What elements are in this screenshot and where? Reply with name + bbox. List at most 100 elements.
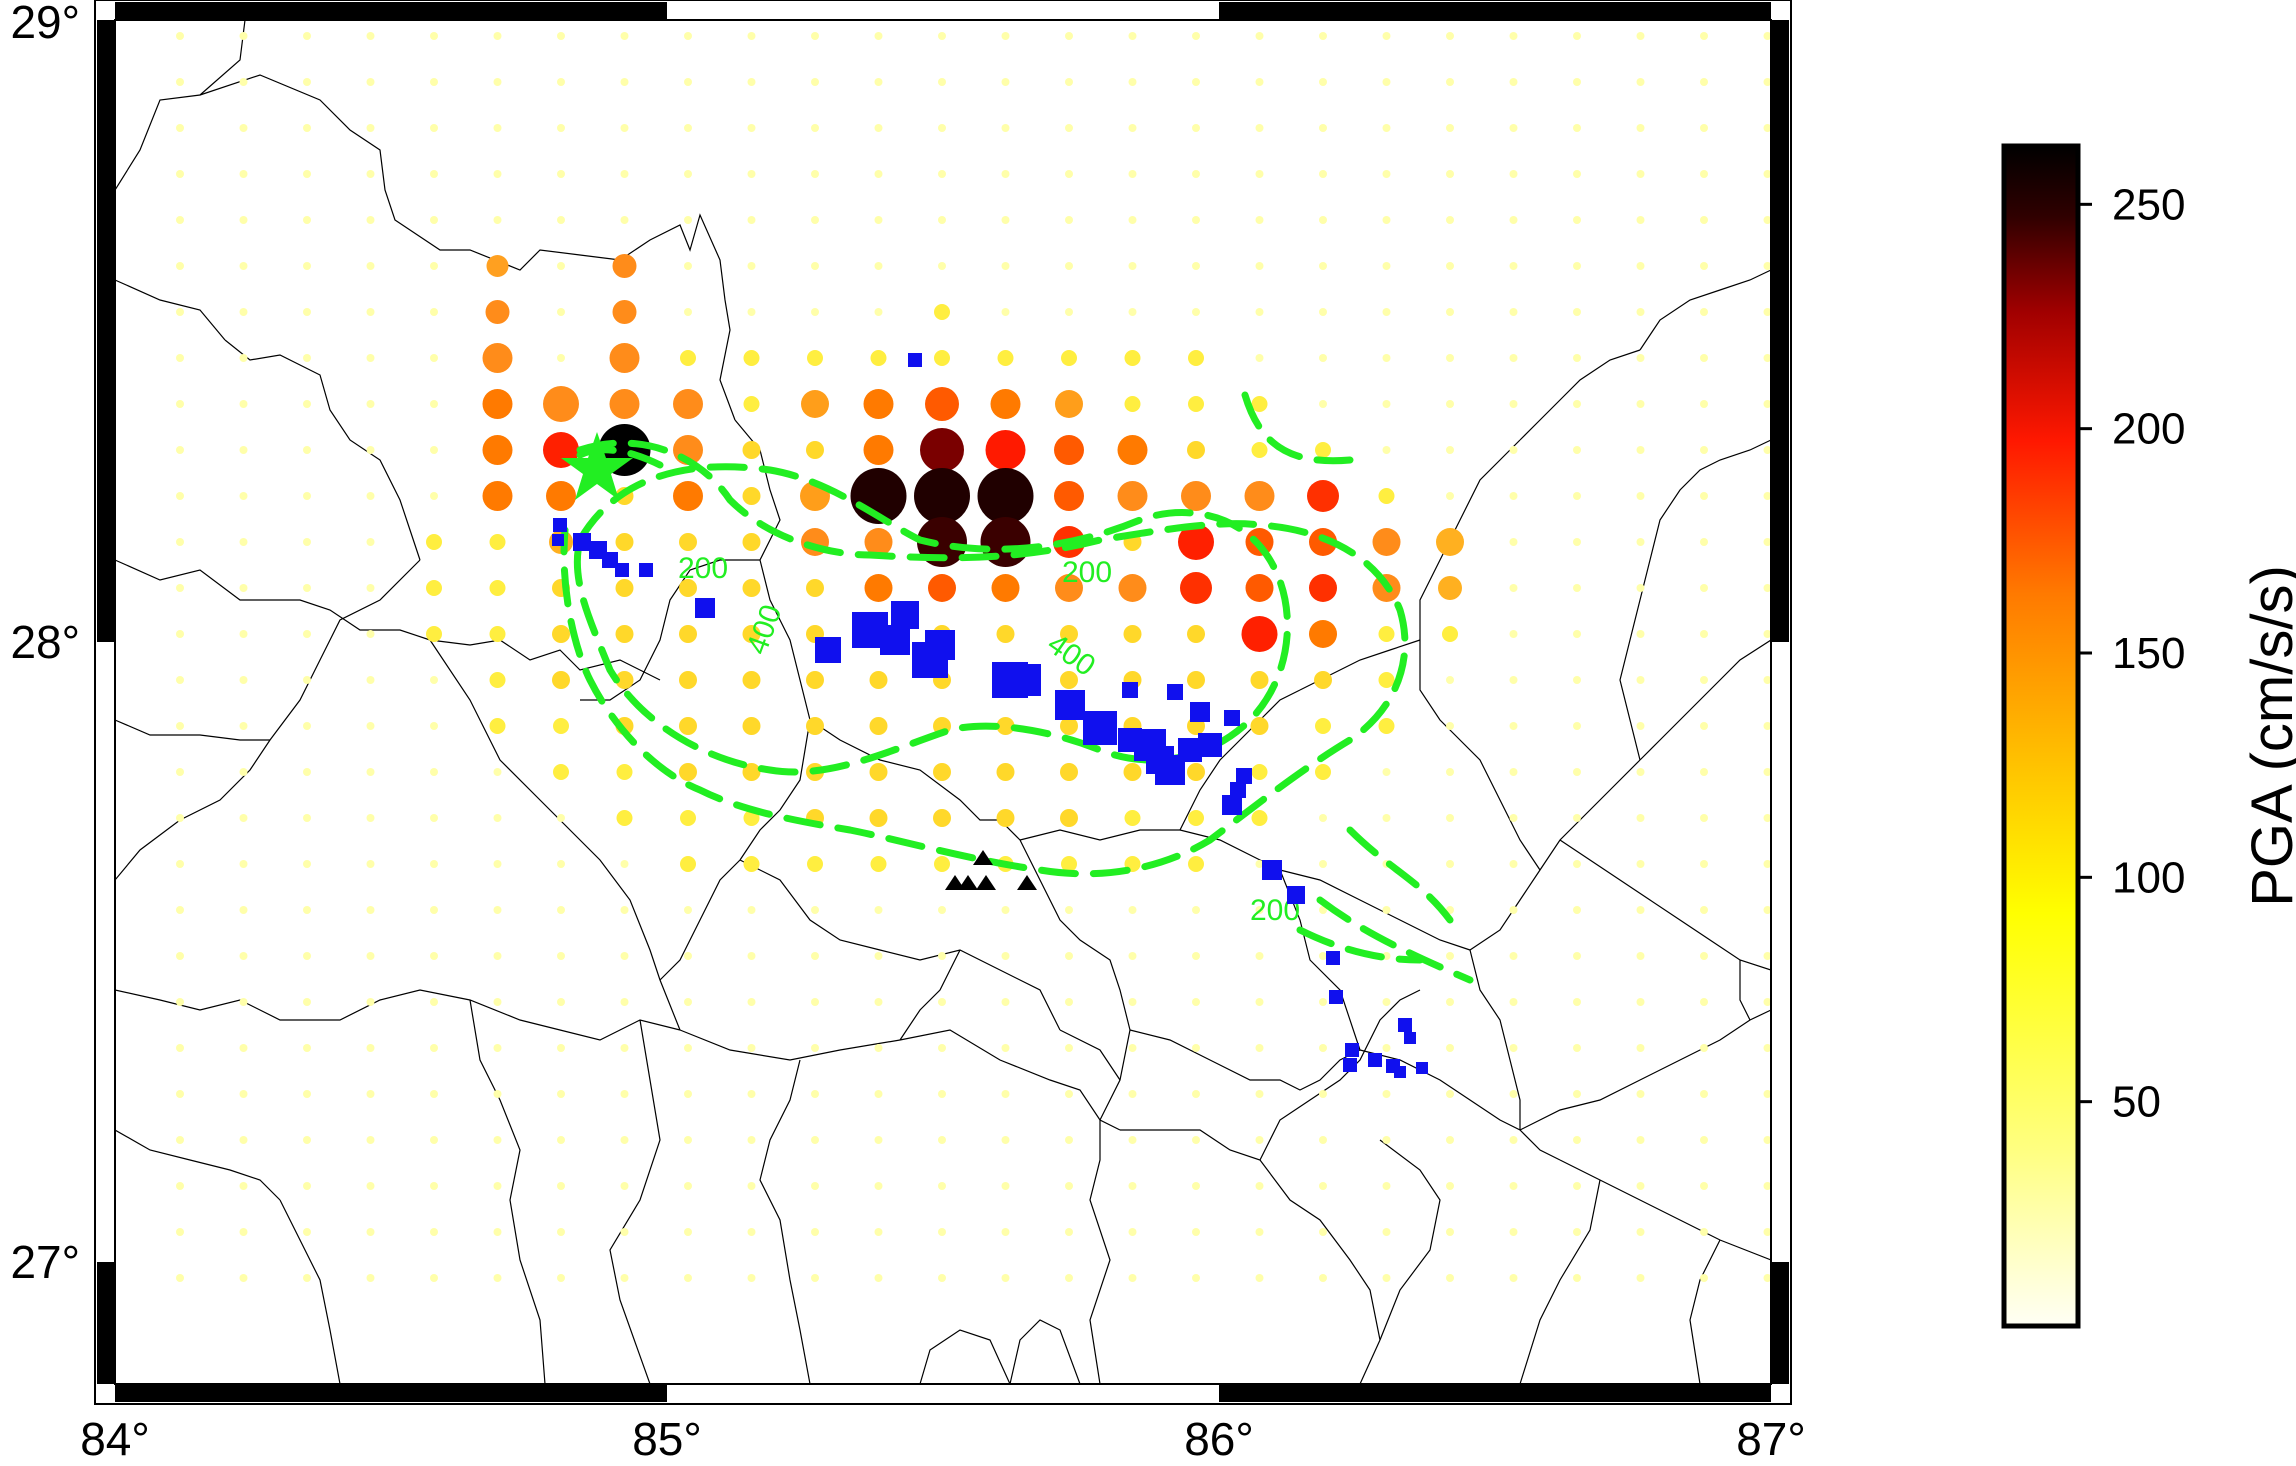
pga-point [874, 998, 883, 1006]
pga-point [1763, 952, 1771, 960]
pga-point [493, 1228, 502, 1236]
pga-point [1636, 400, 1645, 408]
pga-point [493, 1044, 502, 1052]
pga-point [1188, 396, 1204, 412]
pga-point [1636, 124, 1645, 132]
lon-tick-label: 87° [1736, 1413, 1806, 1465]
pga-point [1700, 722, 1708, 730]
pga-point [1128, 1090, 1137, 1098]
pga-point [239, 308, 248, 316]
pga-point [811, 998, 819, 1006]
pga-point [366, 538, 375, 546]
pga-point [938, 124, 946, 132]
pga-point [1700, 998, 1708, 1006]
pga-point [1509, 998, 1518, 1006]
pga-point [1382, 1136, 1391, 1144]
pga-point [620, 170, 629, 178]
pga-point [176, 216, 184, 224]
triangle-icon [973, 850, 993, 865]
pga-point [1065, 1136, 1073, 1144]
pga-point [1187, 763, 1205, 781]
pga-point [1382, 768, 1391, 776]
pga-point [1763, 400, 1771, 408]
pga-point [684, 262, 692, 270]
pga-point [557, 860, 565, 868]
pga-point [747, 1228, 756, 1236]
pga-point [303, 124, 311, 132]
pga-point [679, 579, 697, 597]
square-icon [1326, 951, 1340, 965]
pga-point [1446, 1274, 1454, 1282]
pga-point [1255, 860, 1264, 868]
pga-point [742, 671, 761, 689]
pga-point [303, 492, 311, 500]
pga-point [684, 1228, 692, 1236]
pga-point [493, 952, 502, 960]
pga-point [684, 998, 692, 1006]
contour-line [560, 439, 1409, 878]
pga-point [1192, 906, 1200, 914]
pga-point [239, 1228, 248, 1236]
pga-point [1763, 538, 1771, 546]
pga-point [684, 124, 692, 132]
pga-point [557, 170, 565, 178]
pga-point [1382, 78, 1391, 86]
pga-point [747, 998, 756, 1006]
pga-point [1700, 1228, 1708, 1236]
pga-point [1382, 216, 1391, 224]
pga-point [366, 1044, 375, 1052]
pga-point [680, 810, 696, 826]
pga-point [1001, 1182, 1010, 1190]
border-line [224, 339, 421, 561]
pga-point [1319, 998, 1327, 1006]
pga-point [493, 170, 502, 178]
pga-point [615, 625, 634, 643]
pga-point [482, 343, 513, 373]
pga-point [1509, 262, 1518, 270]
pga-point [996, 625, 1015, 643]
border-line [1379, 1139, 1441, 1341]
pga-point [1636, 1182, 1645, 1190]
pga-point [1382, 1228, 1391, 1236]
pga-point [985, 430, 1026, 470]
pga-point [1438, 576, 1462, 600]
pga-point [493, 1182, 502, 1190]
pga-point [811, 32, 819, 40]
pga-point [1700, 952, 1708, 960]
star-icon [561, 432, 633, 500]
border-line [899, 949, 961, 1041]
pga-point [874, 78, 883, 86]
pga-point [1827, 906, 1835, 914]
pga-point [1763, 722, 1771, 730]
pga-point [1192, 1182, 1200, 1190]
square-icon [1230, 782, 1246, 798]
pga-point [543, 386, 579, 422]
pga-point [1446, 170, 1454, 178]
pga-point [366, 584, 375, 592]
pga-point [1192, 1136, 1200, 1144]
border-line [1559, 1159, 1771, 1261]
pga-point [811, 1228, 819, 1236]
pga-point [616, 810, 633, 826]
pga-point [620, 32, 629, 40]
pga-point [239, 446, 248, 454]
pga-point [557, 998, 565, 1006]
pga-point [1573, 216, 1581, 224]
border-line [279, 1199, 341, 1384]
pga-point [1065, 308, 1073, 316]
pga-point [1001, 308, 1010, 316]
pga-point [874, 1228, 883, 1236]
pga-point [557, 78, 565, 86]
pga-point [1187, 625, 1205, 643]
pga-point [620, 1274, 629, 1282]
pga-point [1255, 1044, 1264, 1052]
pga-point [1244, 481, 1275, 511]
pga-point [996, 809, 1015, 827]
pga-point [1636, 906, 1645, 914]
pga-point [1255, 170, 1264, 178]
pga-point [1700, 676, 1708, 684]
border-line [1469, 949, 1521, 1130]
pga-point [934, 304, 950, 320]
pga-point [925, 387, 959, 421]
pga-point [616, 764, 633, 780]
